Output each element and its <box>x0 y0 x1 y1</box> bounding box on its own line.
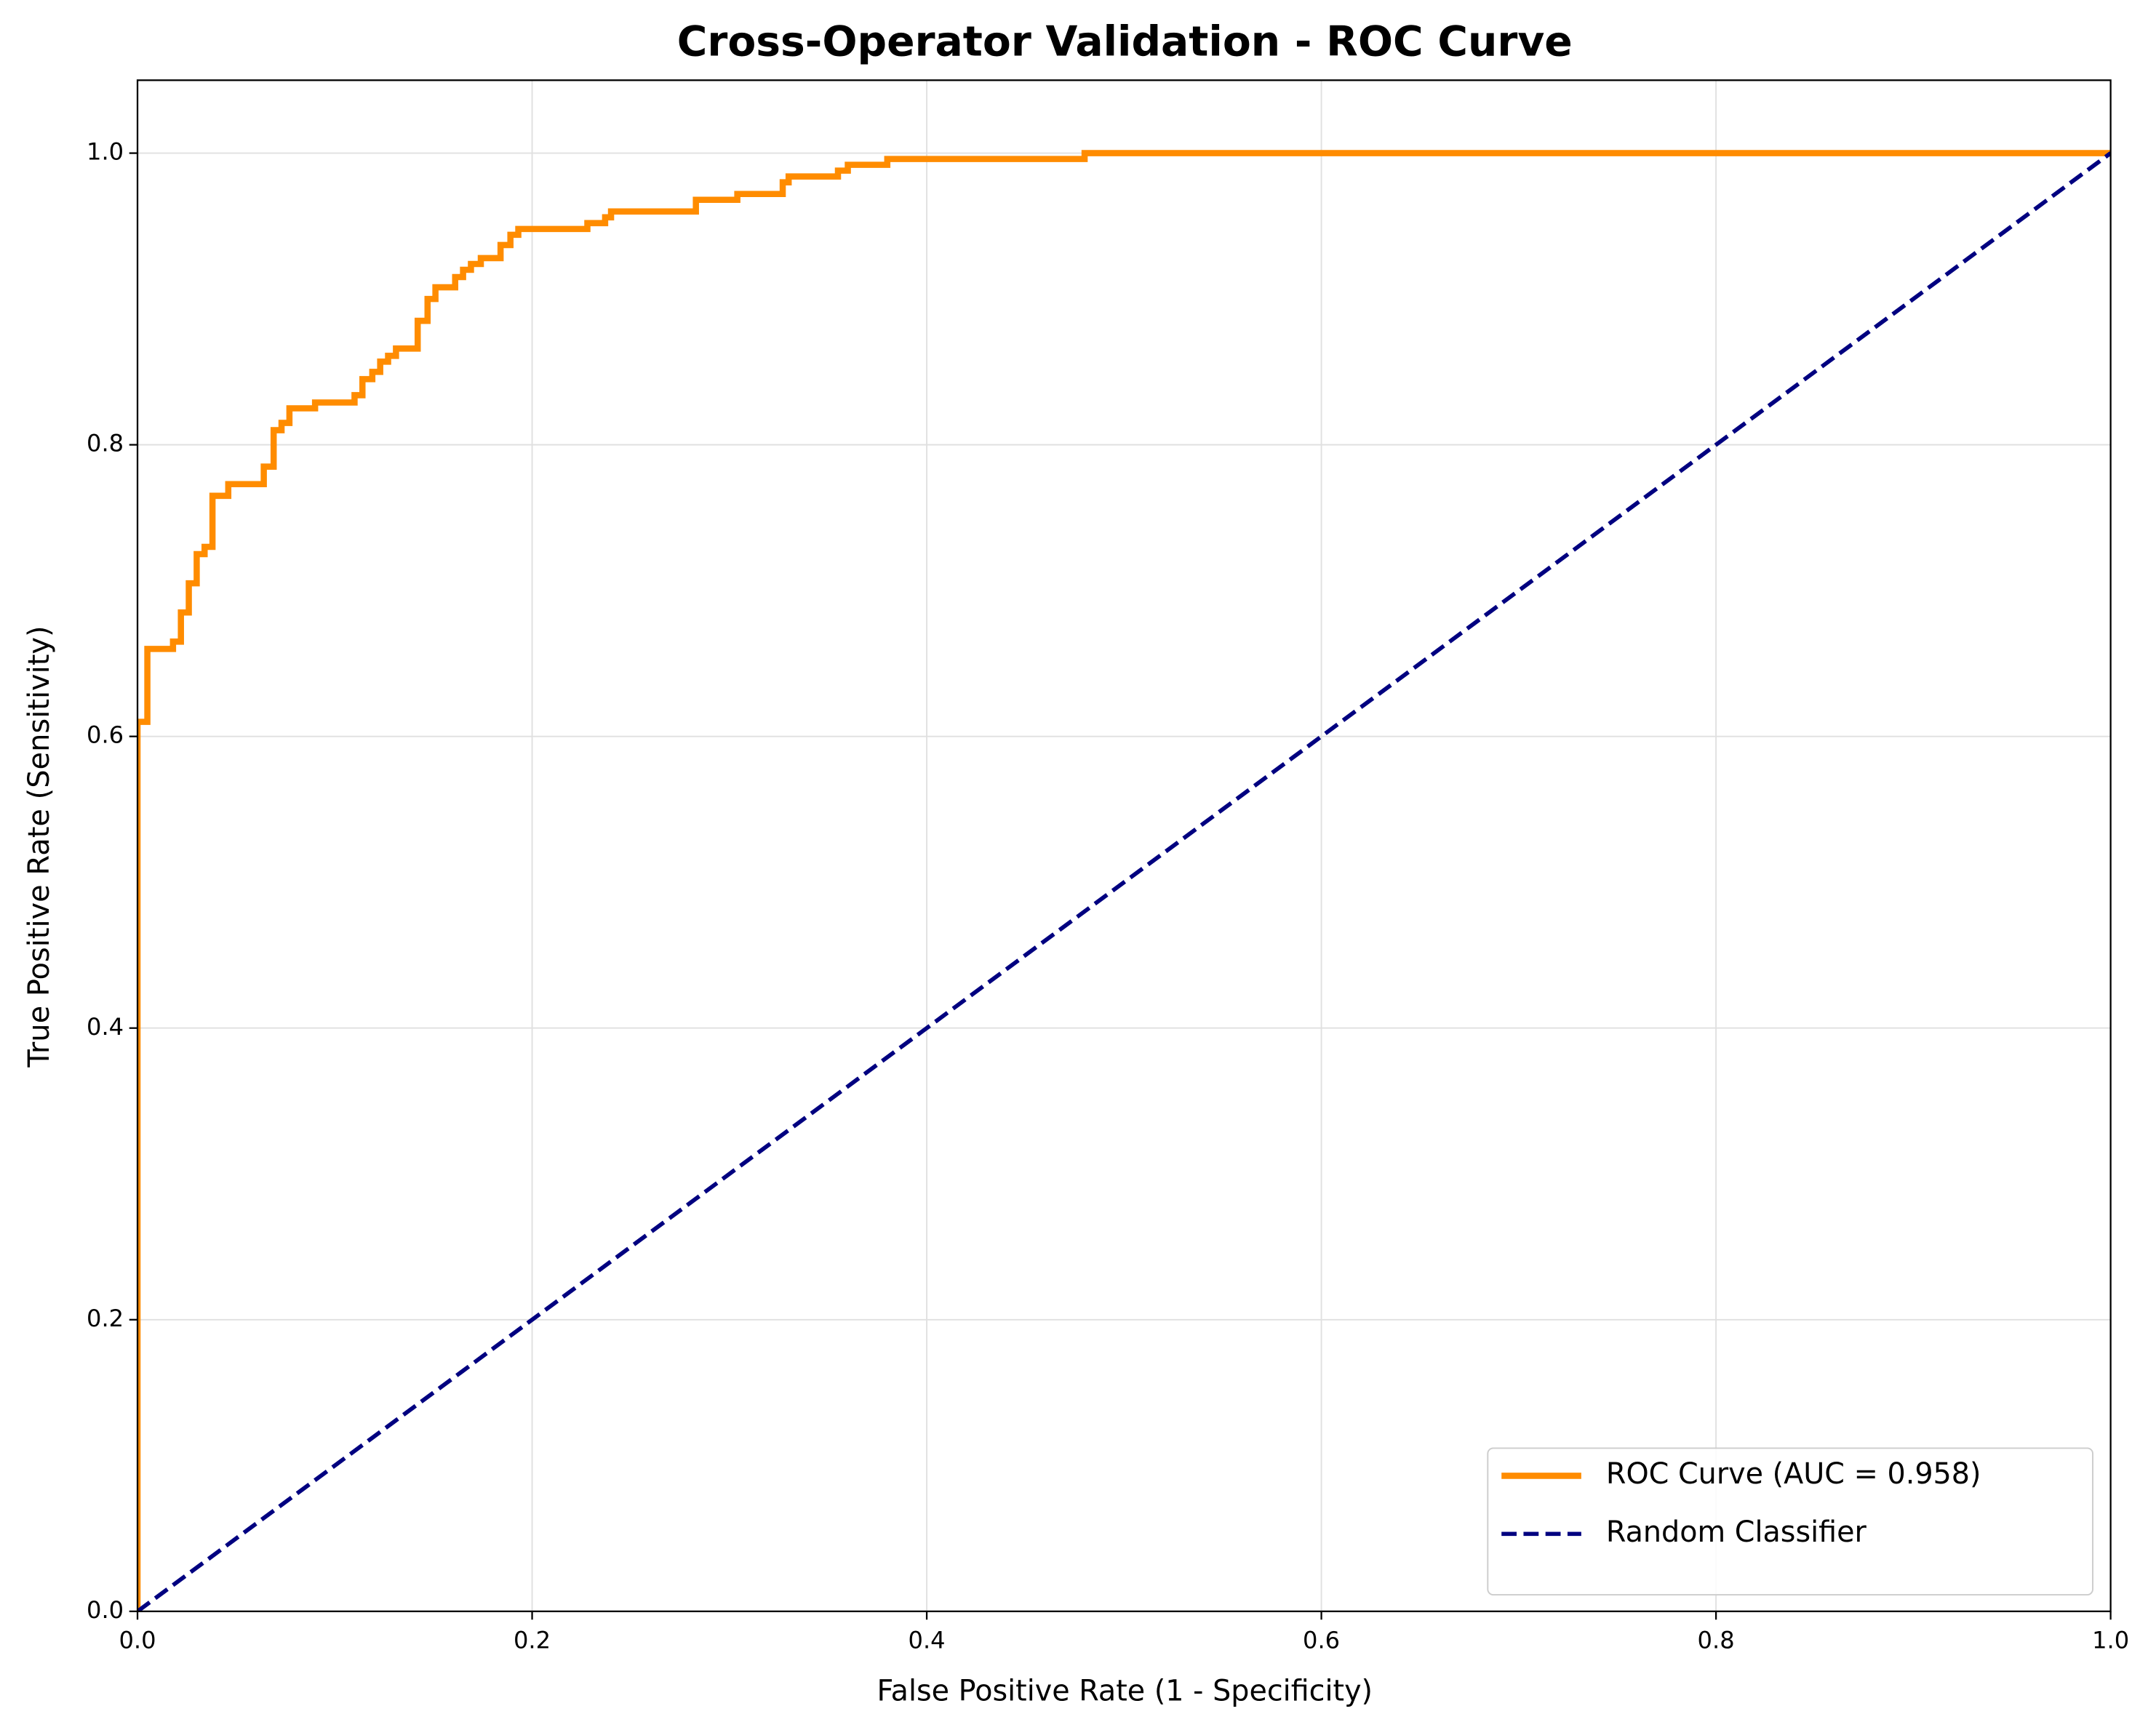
roc-line <box>137 150 2111 1611</box>
y-tick-label: 0.0 <box>87 1596 124 1624</box>
y-tick-label: 0.4 <box>87 1013 124 1041</box>
x-tick-label: 0.0 <box>119 1627 156 1654</box>
x-tick-label: 0.2 <box>514 1627 551 1654</box>
chart-title: Cross-Operator Validation - ROC Curve <box>677 17 1573 65</box>
legend-label: ROC Curve (AUC = 0.958) <box>1606 1457 1981 1491</box>
x-tick-label: 0.4 <box>909 1627 946 1654</box>
x-tick-label: 0.6 <box>1303 1627 1340 1654</box>
x-tick-label: 0.8 <box>1698 1627 1735 1654</box>
y-tick-label: 1.0 <box>87 138 124 166</box>
y-tick-label: 0.2 <box>87 1305 124 1332</box>
y-tick-label: 0.6 <box>87 721 124 749</box>
roc-line <box>137 151 2111 1611</box>
y-axis-label: True Positive Rate (Sensitivity) <box>23 625 56 1068</box>
x-tick-label: 1.0 <box>2092 1627 2129 1654</box>
plot-frame <box>136 79 2112 1612</box>
x-axis-label: False Positive Rate (1 - Specificity) <box>877 1674 1373 1707</box>
legend-box <box>1487 1447 2093 1595</box>
legend-label: Random Classifier <box>1606 1515 1867 1549</box>
y-tick-label: 0.8 <box>87 430 124 457</box>
